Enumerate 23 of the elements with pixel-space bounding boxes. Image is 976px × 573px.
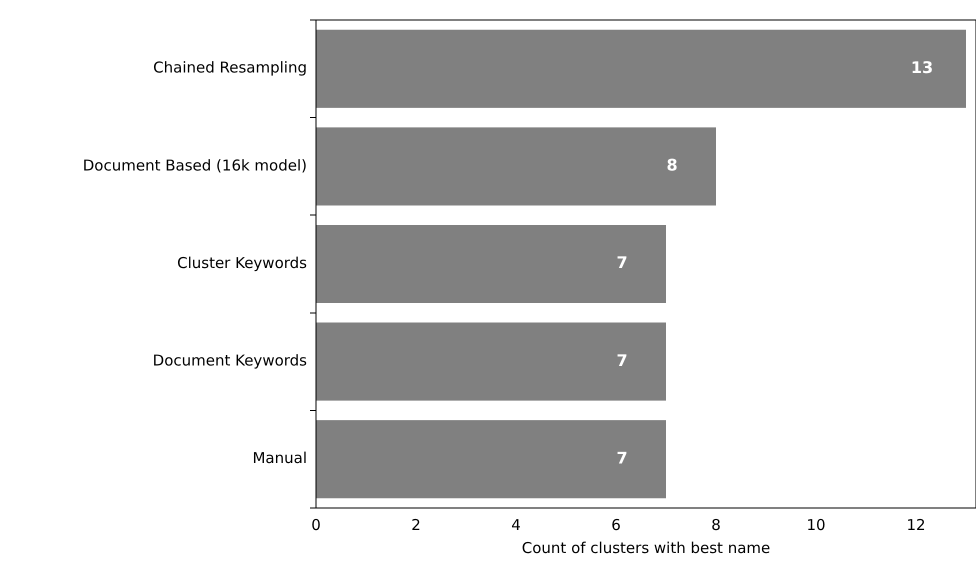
bar — [316, 420, 666, 498]
y-tick-label: Document Based (16k model) — [82, 156, 307, 174]
data-label: 7 — [616, 253, 628, 272]
bar — [316, 127, 716, 206]
x-tick-label: 8 — [711, 516, 721, 534]
bar — [316, 30, 966, 108]
x-tick-label: 10 — [806, 516, 826, 534]
x-tick-label: 2 — [411, 516, 421, 534]
y-tick-label: Chained Resampling — [153, 58, 307, 77]
data-label: 7 — [616, 448, 628, 468]
data-label: 7 — [616, 350, 628, 370]
data-label: 8 — [666, 156, 678, 175]
x-tick-label: 12 — [906, 516, 926, 534]
x-axis-title: Count of clusters with best name — [522, 538, 770, 557]
y-tick-label: Manual — [252, 449, 307, 468]
y-tick-label: Cluster Keywords — [177, 254, 308, 272]
x-tick-label: 6 — [611, 516, 621, 534]
data-label: 13 — [910, 58, 934, 77]
x-tick-label: 4 — [511, 516, 521, 534]
x-tick-label: 0 — [311, 516, 321, 534]
bar — [316, 224, 666, 304]
bar — [316, 322, 666, 401]
y-tick-label: Document Keywords — [152, 351, 308, 370]
